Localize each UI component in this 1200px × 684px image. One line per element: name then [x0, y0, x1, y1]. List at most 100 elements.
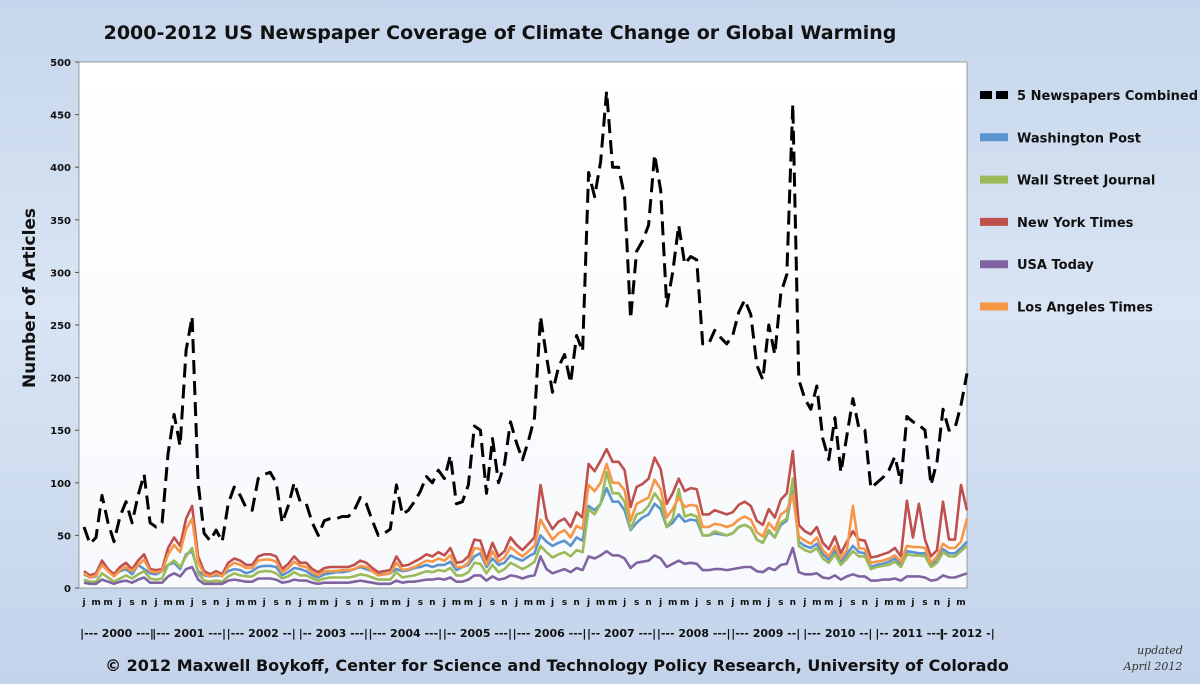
- x-tick-label: j: [586, 598, 590, 608]
- x-tick-label: m: [380, 598, 389, 608]
- y-tick-label: 150: [50, 426, 71, 437]
- year-tick-label: |- 2012 -|: [939, 627, 994, 640]
- chart-title: 2000-2012 US Newspaper Coverage of Clima…: [104, 22, 897, 44]
- x-tick-label: j: [730, 598, 734, 608]
- x-tick-label: n: [141, 598, 147, 608]
- x-tick-label: m: [740, 598, 749, 608]
- year-tick-label: |--- 2010 --|: [803, 627, 872, 640]
- x-tick-label: s: [562, 598, 567, 608]
- year-tick-label: |--- 2004 ---|: [369, 627, 443, 640]
- x-tick-label: m: [175, 598, 184, 608]
- x-tick-label: j: [946, 598, 950, 608]
- x-tick-label: j: [766, 598, 770, 608]
- year-tick-label: |--- 2006 ---|: [513, 627, 587, 640]
- x-tick-label: s: [634, 598, 639, 608]
- x-tick-label: m: [103, 598, 112, 608]
- x-tick-label: j: [442, 598, 446, 608]
- x-tick-label: j: [298, 598, 302, 608]
- x-tick-label: m: [320, 598, 329, 608]
- x-tick-label: j: [262, 598, 266, 608]
- legend-label: Washington Post: [1017, 131, 1141, 146]
- x-tick-label: j: [370, 598, 374, 608]
- updated-date: April 2012: [1123, 660, 1183, 673]
- series-line-new-york-times: [83, 447, 969, 577]
- x-tick-label: s: [490, 598, 495, 608]
- series-line-los-angeles-times: [83, 462, 969, 579]
- x-tick-label: j: [658, 598, 662, 608]
- x-tick-label: s: [922, 598, 927, 608]
- x-tick-label: s: [274, 598, 279, 608]
- x-tick-label: n: [790, 598, 796, 608]
- x-tick-label: n: [862, 598, 868, 608]
- x-tick-label: j: [190, 598, 194, 608]
- y-tick-label: 250: [50, 321, 71, 332]
- x-tick-label: j: [694, 598, 698, 608]
- x-tick-label: m: [91, 598, 100, 608]
- series-line-washington-post: [83, 486, 968, 579]
- x-tick-label: m: [247, 598, 256, 608]
- updated-label: updated: [1137, 644, 1183, 657]
- x-tick-label: s: [129, 598, 134, 608]
- x-tick-label: n: [285, 598, 291, 608]
- x-tick-label: m: [235, 598, 244, 608]
- x-tick-label: j: [874, 598, 878, 608]
- series-line-5-newspapers-combined: [82, 90, 969, 546]
- series-line-wall-street-journal: [83, 470, 968, 584]
- y-tick-label: 450: [50, 111, 71, 122]
- x-tick-label: n: [573, 598, 579, 608]
- x-tick-label: j: [154, 598, 158, 608]
- x-tick-label: m: [163, 598, 172, 608]
- legend-label: USA Today: [1017, 258, 1094, 273]
- x-tick-label: m: [452, 598, 461, 608]
- y-tick-label: 0: [64, 584, 71, 595]
- x-tick-label: j: [226, 598, 230, 608]
- legend-label: New York Times: [1017, 216, 1134, 231]
- y-tick-label: 100: [50, 479, 71, 490]
- x-tick-label: n: [213, 598, 219, 608]
- y-axis-label: Number of Articles: [20, 208, 40, 388]
- x-tick-label: j: [334, 598, 338, 608]
- year-tick-label: |--- 2009 --|: [731, 627, 800, 640]
- x-tick-label: j: [550, 598, 554, 608]
- x-tick-label: j: [622, 598, 626, 608]
- x-tick-label: j: [514, 598, 518, 608]
- series-line-usa-today: [83, 546, 968, 586]
- x-tick-label: s: [346, 598, 351, 608]
- x-tick-label: m: [308, 598, 317, 608]
- x-tick-label: m: [536, 598, 545, 608]
- year-tick-label: |-- 2011 ---|: [875, 627, 944, 640]
- x-tick-label: n: [645, 598, 651, 608]
- x-tick-label: n: [357, 598, 363, 608]
- x-tick-label: s: [850, 598, 855, 608]
- x-tick-label: n: [718, 598, 724, 608]
- x-tick-label: m: [464, 598, 473, 608]
- x-tick-label: s: [778, 598, 783, 608]
- plot-area: [78, 61, 968, 589]
- legend-label: 5 Newspapers Combined: [1017, 89, 1198, 104]
- y-tick-label: 500: [50, 58, 71, 69]
- x-tick-label: m: [668, 598, 677, 608]
- year-tick-label: |--- 2002 --|: [227, 627, 296, 640]
- x-tick-label: m: [524, 598, 533, 608]
- x-tick-label: j: [478, 598, 482, 608]
- year-tick-label: |--- 2008 ---|: [657, 627, 731, 640]
- x-tick-label: j: [802, 598, 806, 608]
- y-tick-label: 300: [50, 268, 71, 279]
- x-tick-label: j: [117, 598, 121, 608]
- y-tick-label: 400: [50, 163, 71, 174]
- x-tick-label: m: [956, 598, 965, 608]
- x-tick-label: m: [896, 598, 905, 608]
- x-tick-label: m: [824, 598, 833, 608]
- x-tick-label: m: [596, 598, 605, 608]
- year-tick-label: |--- 2000 ---|: [80, 627, 154, 640]
- x-tick-label: m: [680, 598, 689, 608]
- y-tick-label: 350: [50, 216, 71, 227]
- x-tick-label: m: [884, 598, 893, 608]
- x-tick-label: n: [429, 598, 435, 608]
- year-tick-label: |-- 2007 ---|: [587, 627, 656, 640]
- x-tick-label: m: [608, 598, 617, 608]
- x-tick-label: j: [406, 598, 410, 608]
- x-tick-label: s: [418, 598, 423, 608]
- year-tick-label: |-- 2005 ---|: [443, 627, 512, 640]
